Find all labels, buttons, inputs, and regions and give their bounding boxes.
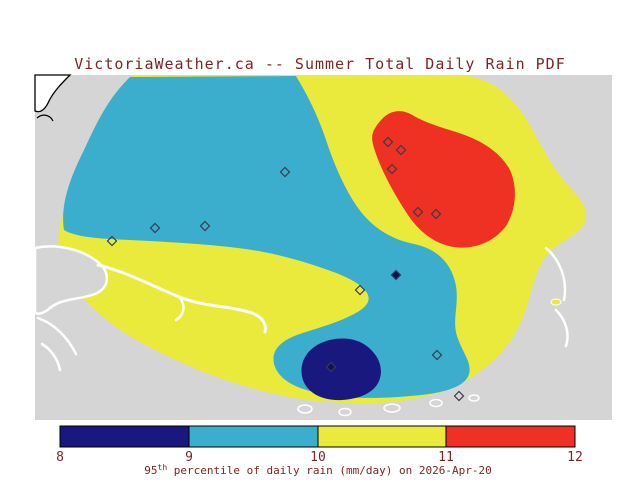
- caption-superscript: th: [158, 463, 168, 472]
- coastline-channel-branch: [174, 296, 185, 322]
- station-markers: [106, 136, 465, 402]
- coastline: [33, 245, 569, 417]
- islet: [468, 394, 480, 402]
- station-marker: [199, 220, 211, 232]
- station-marker: [453, 390, 465, 402]
- colorbar-tick-9: 9: [185, 450, 193, 465]
- station-marker: [390, 269, 402, 281]
- station-marker: [412, 206, 424, 218]
- coastline-bottomleft-2: [40, 342, 62, 372]
- colorbar-tick-8: 8: [56, 450, 64, 465]
- colorbar-segment-yellow: [317, 425, 447, 448]
- colorbar-segment-red: [445, 425, 576, 448]
- coastline-right-1: [544, 246, 567, 302]
- contour-region-navy: [301, 338, 381, 401]
- islet: [383, 403, 401, 413]
- station-marker: [279, 166, 291, 178]
- colorbar-segment-navy: [59, 425, 190, 448]
- station-marker: [395, 144, 407, 156]
- chart-title: VictoriaWeather.ca -- Summer Total Daily…: [74, 55, 566, 73]
- contour-region-red: [372, 111, 515, 248]
- station-marker: [386, 163, 398, 175]
- islet: [338, 407, 352, 417]
- station-marker: [354, 284, 366, 296]
- colorbar-caption: 95th percentile of daily rain (mm/day) o…: [144, 463, 491, 477]
- coastline-topleft-arc: [36, 114, 54, 122]
- islet: [297, 404, 313, 414]
- station-marker: [325, 361, 337, 373]
- islet-yellow: [550, 298, 562, 306]
- caption-rest: percentile of daily rain (mm/day) on 202…: [167, 464, 492, 477]
- colorbar: 8 9 10 11 12 95th percentile of daily ra…: [56, 425, 583, 477]
- colorbar-tick-10: 10: [310, 450, 326, 465]
- caption-prefix: 95: [144, 464, 157, 477]
- coastline-left-inlet: [33, 245, 108, 315]
- map-plot: [33, 74, 612, 420]
- station-marker: [382, 136, 394, 148]
- islet: [429, 398, 443, 408]
- station-marker: [430, 208, 442, 220]
- station-marker: [431, 349, 443, 361]
- station-marker: [106, 235, 118, 247]
- coastline-topleft-landmass: [34, 74, 72, 113]
- coastline-channel: [96, 263, 267, 334]
- colorbar-tick-11: 11: [438, 450, 454, 465]
- station-marker: [149, 222, 161, 234]
- colorbar-segment-cyan: [188, 425, 319, 448]
- coastline-bottomleft-1: [36, 316, 78, 356]
- colorbar-tick-12: 12: [567, 450, 583, 465]
- contour-region-cyan: [63, 76, 470, 398]
- coastline-right-2: [554, 308, 569, 348]
